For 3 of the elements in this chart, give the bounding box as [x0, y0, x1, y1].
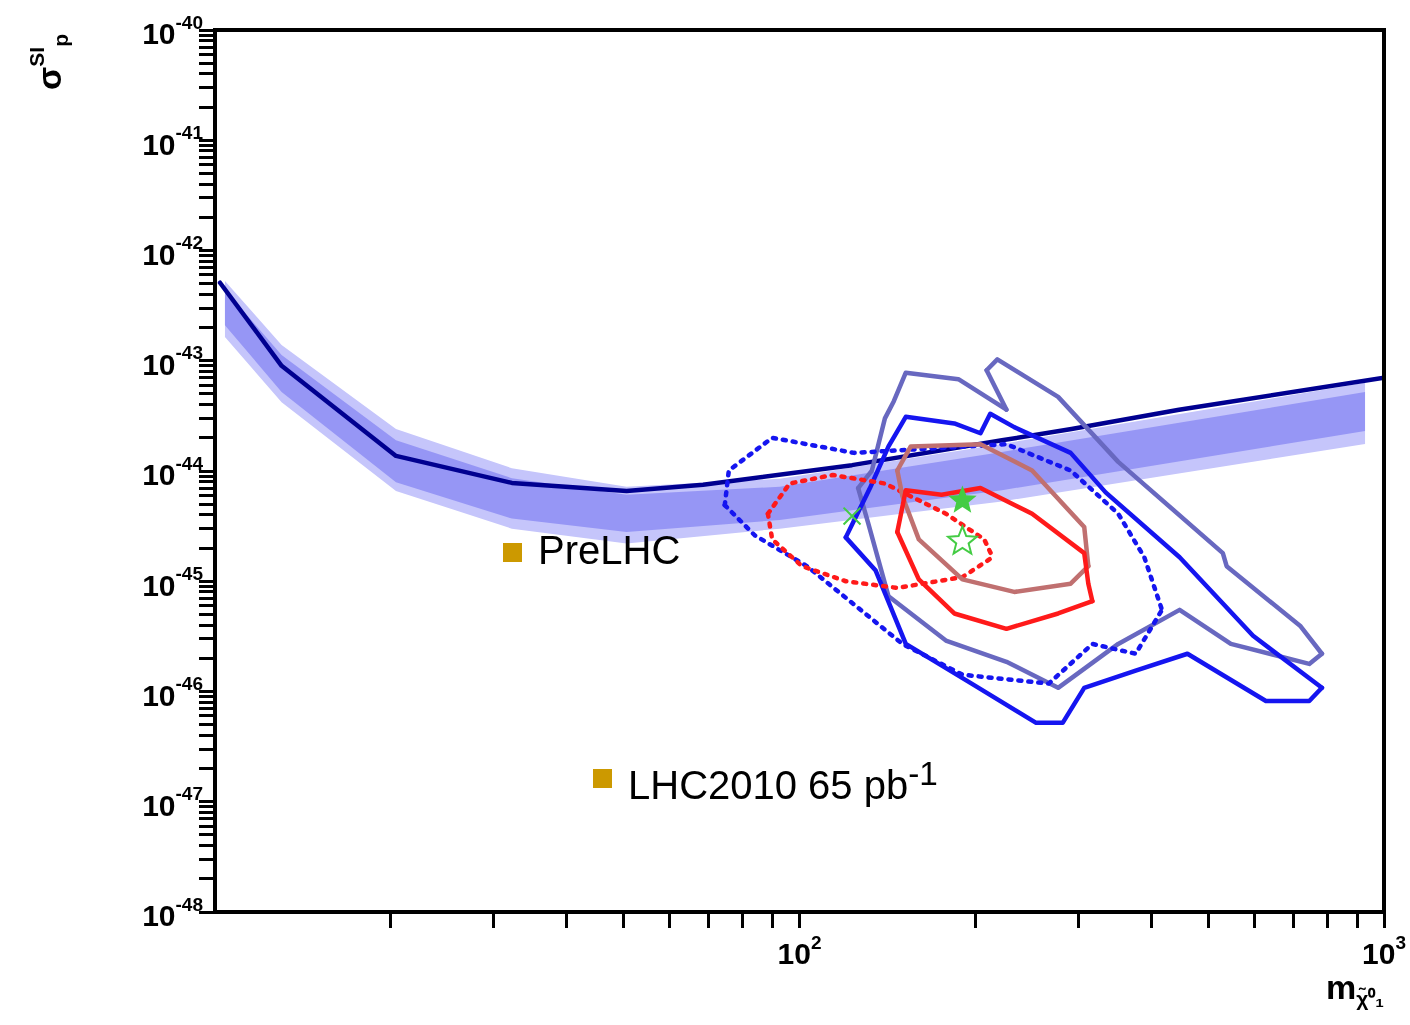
y-axis-title: σSIp — [24, 34, 72, 90]
annotation: PreLHC — [538, 528, 681, 572]
annotation: LHC2010 65 pb$^{-1}$ — [628, 755, 938, 808]
